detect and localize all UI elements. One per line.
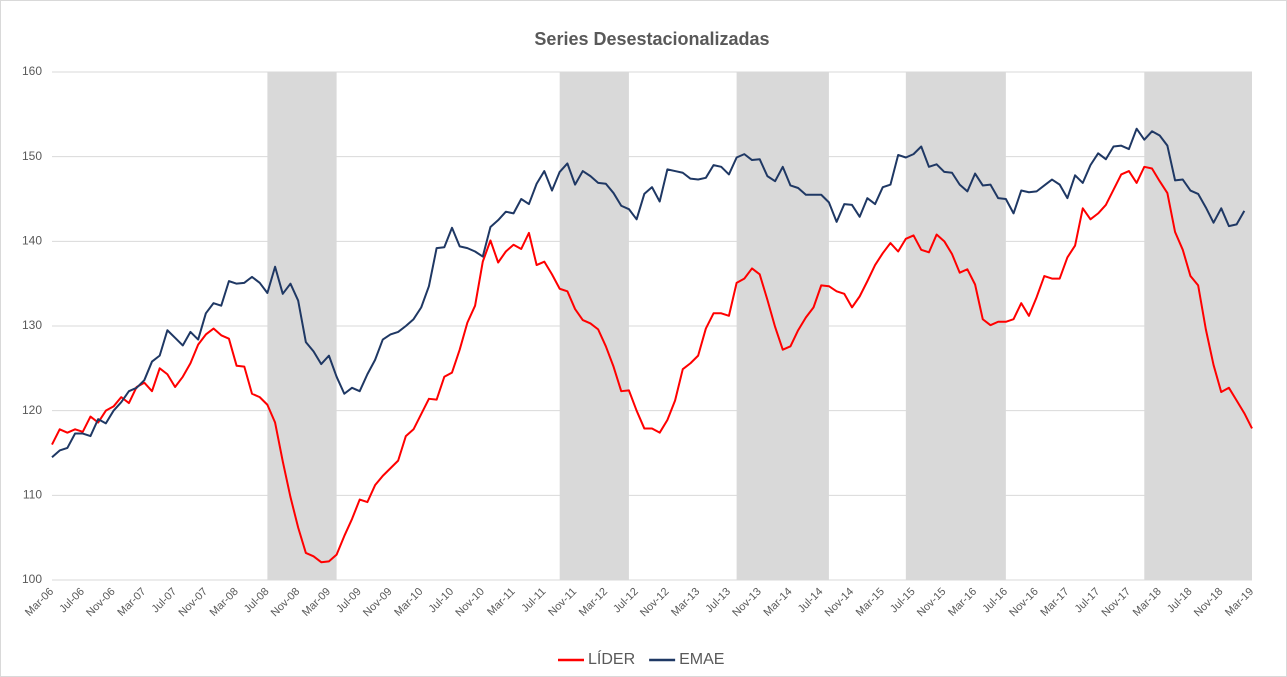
y-tick-label: 120	[22, 403, 42, 417]
line-series	[51, 165, 1253, 564]
y-tick-label: 160	[22, 64, 42, 78]
legend-label: EMAE	[679, 651, 724, 668]
chart-title: Series Desestacionalizadas	[534, 29, 769, 49]
y-tick-label: 140	[22, 234, 42, 248]
y-tick-label: 150	[22, 149, 42, 163]
line-series	[51, 127, 1246, 458]
y-tick-label: 100	[22, 572, 42, 586]
legend-label: LÍDER	[588, 649, 635, 668]
y-tick-label: 130	[22, 318, 42, 332]
y-tick-label: 110	[23, 488, 42, 502]
